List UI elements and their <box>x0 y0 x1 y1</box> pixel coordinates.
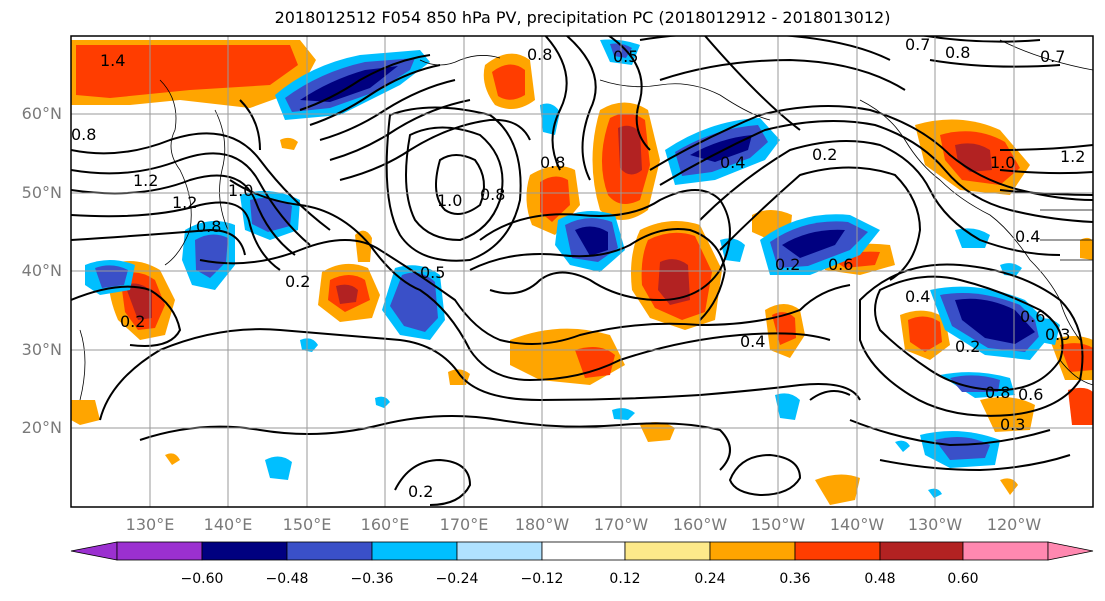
precip-positive-shading <box>71 40 1093 505</box>
contour-label: 0.2 <box>775 255 800 274</box>
colorbar-tick: 0.36 <box>779 571 811 587</box>
colorbar-bin <box>624 541 711 561</box>
contour-label: 1.2 <box>172 193 197 212</box>
contour-label: 0.8 <box>71 125 96 144</box>
contour-label: 0.7 <box>1040 47 1065 66</box>
lat-label: 30°N <box>21 340 62 359</box>
colorbar-bin <box>116 541 203 561</box>
contour-label: 0.6 <box>828 255 853 274</box>
lon-label: 130°E <box>125 515 175 534</box>
contour-label: 0.4 <box>1015 227 1040 246</box>
gridlines <box>71 36 1093 507</box>
contour-label: 0.8 <box>540 153 565 172</box>
lon-label: 130°W <box>907 515 963 534</box>
contour-label: 0.5 <box>420 263 445 282</box>
lat-label: 20°N <box>21 418 62 437</box>
colorbar-extend-low <box>70 541 118 561</box>
colorbar-bin <box>456 541 543 561</box>
contour-label: 0.8 <box>985 383 1010 402</box>
lon-label: 140°E <box>203 515 253 534</box>
contour-label: 0.2 <box>812 145 837 164</box>
contour-label: 0.2 <box>285 272 310 291</box>
colorbar <box>70 541 1094 561</box>
lon-label: 170°E <box>439 515 489 534</box>
colorbar-bin <box>794 541 881 561</box>
lat-label: 60°N <box>21 104 62 123</box>
colorbar-bin <box>962 541 1049 561</box>
colorbar-tick: 0.60 <box>947 571 979 587</box>
contour-label: 0.4 <box>905 287 930 306</box>
contour-label: 0.2 <box>955 337 980 356</box>
contour-label: 0.8 <box>527 45 552 64</box>
contour-labels: 1.4 0.8 0.5 0.7 0.8 0.7 0.8 1.2 1.2 1.0 … <box>71 35 1085 501</box>
map-plot-area: 1.4 0.8 0.5 0.7 0.8 0.7 0.8 1.2 1.2 1.0 … <box>71 35 1093 507</box>
contour-label: 1.0 <box>990 153 1015 172</box>
colorbar-bin <box>371 541 458 561</box>
colorbar-bin <box>541 541 626 561</box>
contour-label: 0.6 <box>1018 385 1043 404</box>
contour-label: 0.8 <box>480 185 505 204</box>
contour-label: 0.4 <box>740 332 765 351</box>
colorbar-bin <box>709 541 796 561</box>
lon-label: 160°E <box>360 515 410 534</box>
map-frame <box>70 35 1094 508</box>
colorbar-tick: −0.24 <box>435 571 479 587</box>
lon-label: 150°W <box>750 515 806 534</box>
colorbar-tick: −0.36 <box>350 571 394 587</box>
colorbar-tick: 0.12 <box>609 571 641 587</box>
contour-label: 0.6 <box>1020 307 1045 326</box>
contour-label: 0.3 <box>1045 325 1070 344</box>
lon-label: 160°W <box>672 515 728 534</box>
colorbar-tick: −0.12 <box>520 571 564 587</box>
colorbar-tick: 0.24 <box>694 571 726 587</box>
contour-label: 1.2 <box>1060 147 1085 166</box>
contour-label: 1.2 <box>133 171 158 190</box>
lon-label: 120°W <box>986 515 1042 534</box>
colorbar-tick: −0.60 <box>180 571 224 587</box>
lon-label: 170°W <box>593 515 649 534</box>
contour-label: 1.0 <box>228 181 253 200</box>
contour-label: 0.8 <box>196 217 221 236</box>
lon-label: 150°E <box>282 515 332 534</box>
lat-label: 50°N <box>21 183 62 202</box>
colorbar-tick: −0.48 <box>265 571 309 587</box>
lon-label: 140°W <box>829 515 885 534</box>
colorbar-bin <box>286 541 373 561</box>
contour-label: 0.7 <box>905 35 930 54</box>
coastlines <box>79 39 1093 401</box>
colorbar-bin <box>879 541 964 561</box>
contour-label: 0.2 <box>408 482 433 501</box>
contour-label: 0.8 <box>945 43 970 62</box>
colorbar-bin <box>201 541 288 561</box>
chart-title: 2018012512 F054 850 hPa PV, precipitatio… <box>274 8 891 27</box>
pv-contours <box>71 36 1093 506</box>
contour-label: 0.3 <box>1000 415 1025 434</box>
colorbar-extend-high <box>1047 541 1094 561</box>
lon-label: 180°W <box>514 515 570 534</box>
colorbar-tick: 0.48 <box>864 571 896 587</box>
precip-negative-shading <box>85 39 1060 498</box>
lat-label: 40°N <box>21 261 62 280</box>
contour-label: 0.5 <box>613 47 638 66</box>
contour-label: 1.4 <box>100 51 125 70</box>
contour-label: 0.2 <box>120 312 145 331</box>
contour-label: 1.0 <box>437 191 462 210</box>
contour-label: 0.4 <box>720 153 745 172</box>
